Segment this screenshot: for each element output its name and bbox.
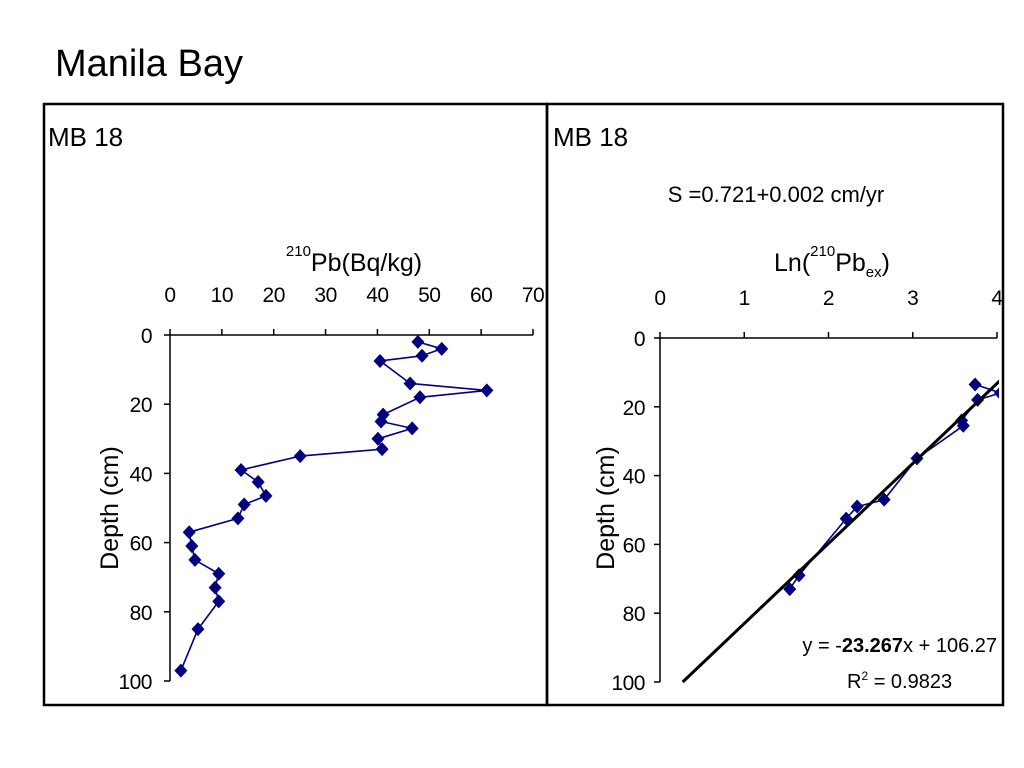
panel-left: MB 18 210Pb(Bq/kg) Depth (cm) 0 10 20 30 40 5… bbox=[42, 102, 549, 707]
r-squared-label: R2 = 0.9823 bbox=[847, 669, 952, 693]
r-squared-value: = 0.9823 bbox=[868, 671, 952, 693]
y-tick-label: 60 bbox=[130, 533, 152, 556]
panel-right-y-axis-title: Depth (cm) bbox=[592, 446, 620, 570]
y-tick-label: 100 bbox=[118, 671, 152, 694]
x-tick-label: 40 bbox=[366, 284, 388, 307]
x-tick-label: 60 bbox=[470, 284, 492, 307]
x-tick-label: 3 bbox=[907, 287, 918, 310]
panel-left-frame bbox=[42, 102, 549, 707]
y-tick-label: 0 bbox=[634, 328, 645, 351]
x-tick-label: 10 bbox=[211, 284, 233, 307]
data-point-diamond bbox=[375, 442, 389, 457]
data-point-diamond bbox=[208, 580, 222, 595]
data-point-diamond bbox=[792, 568, 806, 583]
panel-left-label: MB 18 bbox=[48, 122, 123, 152]
data-point-diamond bbox=[231, 511, 245, 526]
panel-right-frame bbox=[545, 102, 1005, 707]
data-point-diamond bbox=[411, 335, 425, 349]
y-tick-label: 100 bbox=[611, 672, 645, 695]
x-axis-title-text: Pb bbox=[835, 249, 866, 277]
equation-prefix: y = - bbox=[802, 635, 841, 657]
x-tick-label: 1 bbox=[739, 287, 750, 310]
data-point-diamond bbox=[783, 582, 797, 597]
data-point-diamond bbox=[405, 421, 419, 436]
x-axis-title-prefix: Ln( bbox=[774, 249, 811, 277]
data-point-diamond bbox=[174, 663, 188, 678]
x-axis-title-subscript: ex bbox=[866, 264, 882, 281]
data-point-diamond bbox=[413, 390, 427, 405]
data-point-diamond bbox=[403, 376, 417, 391]
data-point-diamond bbox=[956, 418, 970, 433]
x-axis-title-superscript: 210 bbox=[810, 243, 835, 260]
data-point-diamond bbox=[251, 475, 265, 490]
data-point-diamond bbox=[968, 377, 982, 392]
y-tick-label: 40 bbox=[130, 463, 152, 486]
panel-left-plot-area: 0 10 20 30 40 50 60 70 0 20 40 60 80 100 bbox=[118, 284, 544, 694]
data-point-diamond bbox=[850, 499, 864, 514]
x-axis-title-superscript: 210 bbox=[286, 243, 311, 260]
x-tick-label: 0 bbox=[654, 287, 665, 310]
sedimentation-rate-label: S =0.721+0.002 cm/yr bbox=[668, 182, 884, 207]
data-point-diamond bbox=[374, 414, 388, 429]
data-point-diamond bbox=[212, 594, 226, 609]
data-point-diamond bbox=[371, 431, 385, 446]
x-tick-label: 50 bbox=[418, 284, 440, 307]
data-point-diamond bbox=[185, 539, 199, 554]
x-tick-label: 2 bbox=[823, 287, 834, 310]
x-tick-label: 0 bbox=[164, 284, 175, 307]
y-tick-label: 0 bbox=[141, 325, 152, 348]
data-point-diamond bbox=[480, 383, 494, 398]
data-point-diamond bbox=[182, 525, 196, 540]
y-tick-label: 20 bbox=[623, 397, 645, 420]
y-tick-label: 40 bbox=[623, 466, 645, 489]
data-point-diamond bbox=[435, 341, 449, 356]
y-tick-label: 80 bbox=[623, 603, 645, 626]
y-tick-label: 60 bbox=[623, 534, 645, 557]
y-tick-label: 20 bbox=[130, 394, 152, 417]
panel-left-y-axis-title: Depth (cm) bbox=[96, 446, 124, 570]
x-tick-label: 4 bbox=[991, 287, 1003, 310]
panel-right-label: MB 18 bbox=[553, 122, 628, 152]
r-squared-base: R bbox=[847, 671, 861, 693]
slide-title: Manila Bay bbox=[55, 43, 243, 85]
data-point-diamond bbox=[877, 492, 891, 507]
trendline-equation: y = -23.267x + 106.27 bbox=[802, 635, 997, 657]
data-point-diamond bbox=[259, 488, 273, 503]
data-point-diamond bbox=[237, 497, 251, 512]
equation-slope: 23.267 bbox=[842, 635, 903, 657]
y-tick-label: 80 bbox=[130, 602, 152, 625]
data-point-diamond bbox=[373, 353, 387, 368]
series-line bbox=[180, 341, 488, 671]
data-point-diamond bbox=[993, 387, 999, 399]
panel-right-x-axis-title: Ln(210Pbex) bbox=[774, 243, 890, 281]
panel-left-x-axis-title: 210Pb(Bq/kg) bbox=[286, 243, 422, 277]
data-point-diamond bbox=[188, 552, 202, 567]
x-axis-title-text: Pb(Bq/kg) bbox=[311, 249, 422, 277]
data-point-diamond bbox=[234, 462, 248, 477]
equation-suffix: x + 106.27 bbox=[903, 635, 997, 657]
panel-right: MB 18 S =0.721+0.002 cm/yr Ln(210Pbex) D… bbox=[545, 102, 1005, 707]
x-axis-title-suffix: ) bbox=[882, 249, 890, 277]
x-tick-label: 70 bbox=[522, 284, 544, 307]
data-point-diamond bbox=[212, 566, 226, 581]
series-line bbox=[789, 383, 999, 590]
data-point-diamond bbox=[415, 348, 429, 363]
x-tick-label: 30 bbox=[314, 284, 336, 307]
r-squared-superscript: 2 bbox=[861, 669, 868, 683]
x-tick-label: 20 bbox=[263, 284, 285, 307]
data-point-diamond bbox=[293, 449, 307, 464]
data-point-diamond bbox=[191, 622, 205, 637]
linear-trendline bbox=[681, 379, 999, 684]
